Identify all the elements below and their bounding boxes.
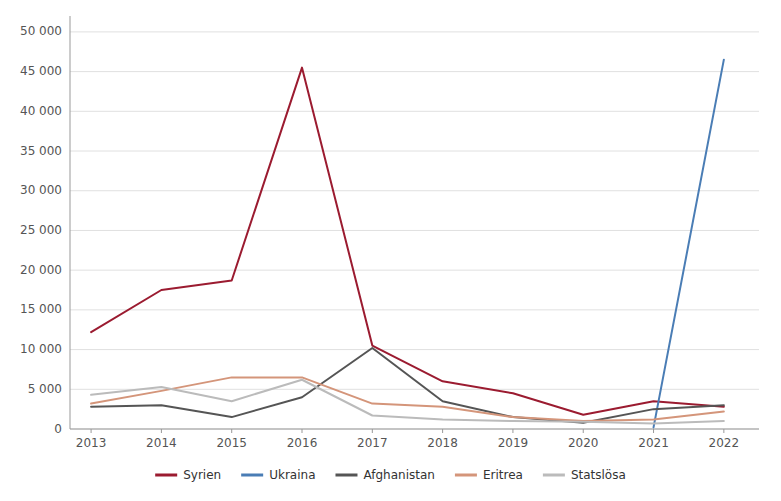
x-tick-label: 2014 — [146, 436, 177, 450]
y-tick-label: 25 000 — [20, 223, 62, 237]
grid-line — [70, 309, 759, 310]
x-tick — [302, 429, 303, 433]
x-tick — [512, 429, 513, 433]
grid-line — [70, 230, 759, 231]
grid-line — [70, 190, 759, 191]
x-tick — [231, 429, 232, 433]
legend-swatch — [455, 474, 477, 477]
series-line — [91, 68, 724, 415]
legend-label: Ukraina — [269, 468, 315, 482]
y-axis-line — [70, 16, 71, 429]
grid-line — [70, 270, 759, 271]
y-tick-label: 0 — [54, 422, 62, 436]
x-tick-label: 2018 — [427, 436, 458, 450]
grid-line — [70, 111, 759, 112]
legend-item: Syrien — [155, 468, 221, 482]
legend-label: Eritrea — [483, 468, 523, 482]
x-tick-label: 2013 — [76, 436, 107, 450]
y-tick-label: 5 000 — [28, 382, 62, 396]
y-tick-label: 40 000 — [20, 104, 62, 118]
x-axis-line — [70, 429, 759, 430]
grid-line — [70, 31, 759, 32]
grid-line — [70, 151, 759, 152]
x-tick — [723, 429, 724, 433]
series-line — [91, 348, 724, 423]
legend: Syrien Ukraina Afghanistan Eritrea Statslösa — [155, 468, 626, 482]
legend-item: Ukraina — [241, 468, 315, 482]
grid-line — [70, 71, 759, 72]
legend-item: Statslösa — [543, 468, 626, 482]
y-tick-label: 50 000 — [20, 24, 62, 38]
legend-label: Syrien — [183, 468, 221, 482]
x-tick — [653, 429, 654, 433]
grid-line — [70, 349, 759, 350]
grid-line — [70, 429, 759, 430]
x-tick-label: 2022 — [709, 436, 740, 450]
y-tick-label: 35 000 — [20, 144, 62, 158]
legend-label: Statslösa — [571, 468, 626, 482]
legend-item: Afghanistan — [335, 468, 434, 482]
series-line — [91, 377, 724, 421]
y-grid — [70, 32, 759, 429]
x-tick-label: 2019 — [498, 436, 529, 450]
legend-swatch — [155, 474, 177, 477]
x-tick — [442, 429, 443, 433]
x-tick-label: 2020 — [568, 436, 599, 450]
x-tick — [372, 429, 373, 433]
y-tick-label: 30 000 — [20, 183, 62, 197]
x-tick — [583, 429, 584, 433]
y-tick-label: 20 000 — [20, 263, 62, 277]
legend-swatch — [335, 474, 357, 477]
x-tick-label: 2015 — [216, 436, 247, 450]
legend-swatch — [543, 474, 565, 477]
x-tick-label: 2017 — [357, 436, 388, 450]
lines — [91, 60, 724, 428]
legend-label: Afghanistan — [363, 468, 434, 482]
x-tick — [91, 429, 92, 433]
y-tick-label: 15 000 — [20, 302, 62, 316]
y-tick-label: 10 000 — [20, 342, 62, 356]
series-line — [91, 380, 724, 424]
x-tick-label: 2021 — [638, 436, 669, 450]
chart: 0 5 000 10 000 15 000 20 000 25 000 30 000 35 0… — [0, 0, 781, 501]
y-tick-label: 45 000 — [20, 64, 62, 78]
x-tick-label: 2016 — [287, 436, 318, 450]
legend-item: Eritrea — [455, 468, 523, 482]
series-line — [654, 60, 724, 428]
legend-swatch — [241, 474, 263, 477]
x-tick — [161, 429, 162, 433]
